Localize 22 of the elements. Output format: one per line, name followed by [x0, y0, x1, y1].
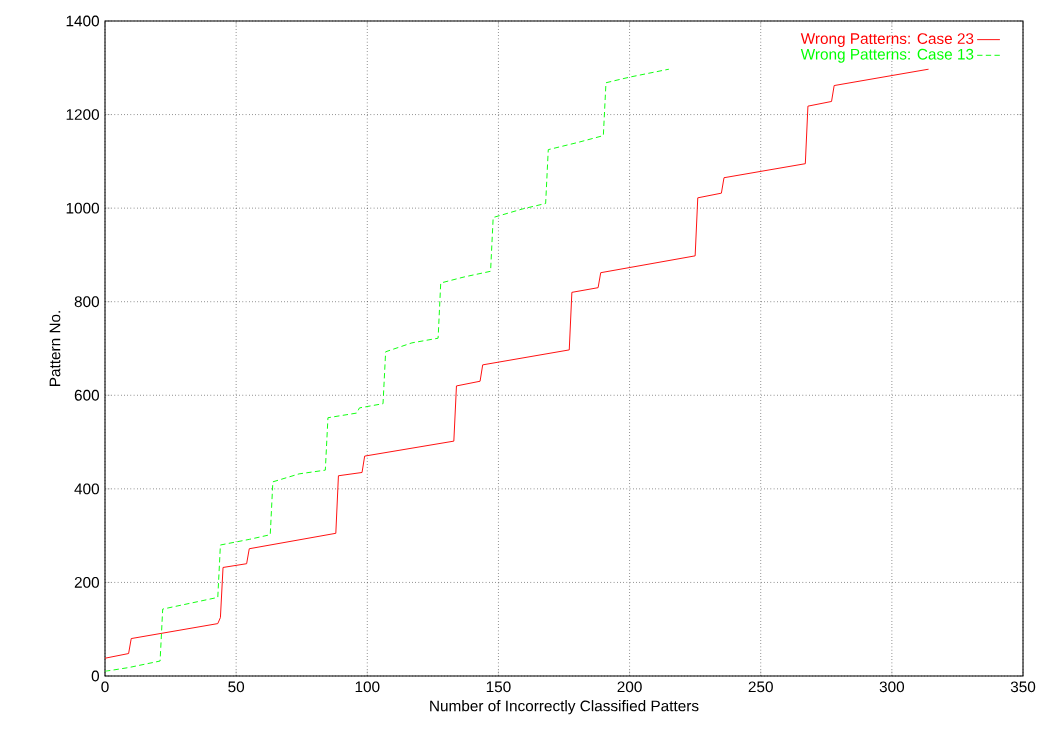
x-tick-label: 300 — [879, 681, 905, 693]
line-series — [105, 68, 670, 672]
y-tick-label: 1400 — [66, 15, 100, 27]
legend-label: Wrong Patterns: Case 23 — [800, 33, 974, 48]
y-tick-label: 400 — [74, 483, 100, 495]
x-tick-label: 200 — [617, 681, 642, 693]
x-tick-label: 350 — [1010, 681, 1036, 693]
legend-label: Wrong Patterns: Case 13 — [800, 48, 974, 63]
y-tick-label: 600 — [74, 389, 100, 401]
x-tick-label: 250 — [748, 681, 773, 693]
x-tick-label: 100 — [355, 681, 380, 693]
y-tick-label: 1200 — [66, 109, 100, 120]
x-tick-label: 150 — [486, 681, 511, 693]
line-series — [105, 68, 930, 659]
x-tick-label: 0 — [101, 681, 109, 693]
x-tick-label: 50 — [228, 681, 245, 693]
y-tick-label: 200 — [74, 577, 100, 588]
x-axis-title: Number of Incorrectly Classified Patters — [430, 700, 699, 715]
y-axis-title: Pattern No. — [49, 311, 61, 387]
y-tick-label: 0 — [91, 670, 100, 682]
y-tick-label: 1000 — [66, 202, 100, 214]
y-tick-label: 800 — [74, 296, 100, 308]
